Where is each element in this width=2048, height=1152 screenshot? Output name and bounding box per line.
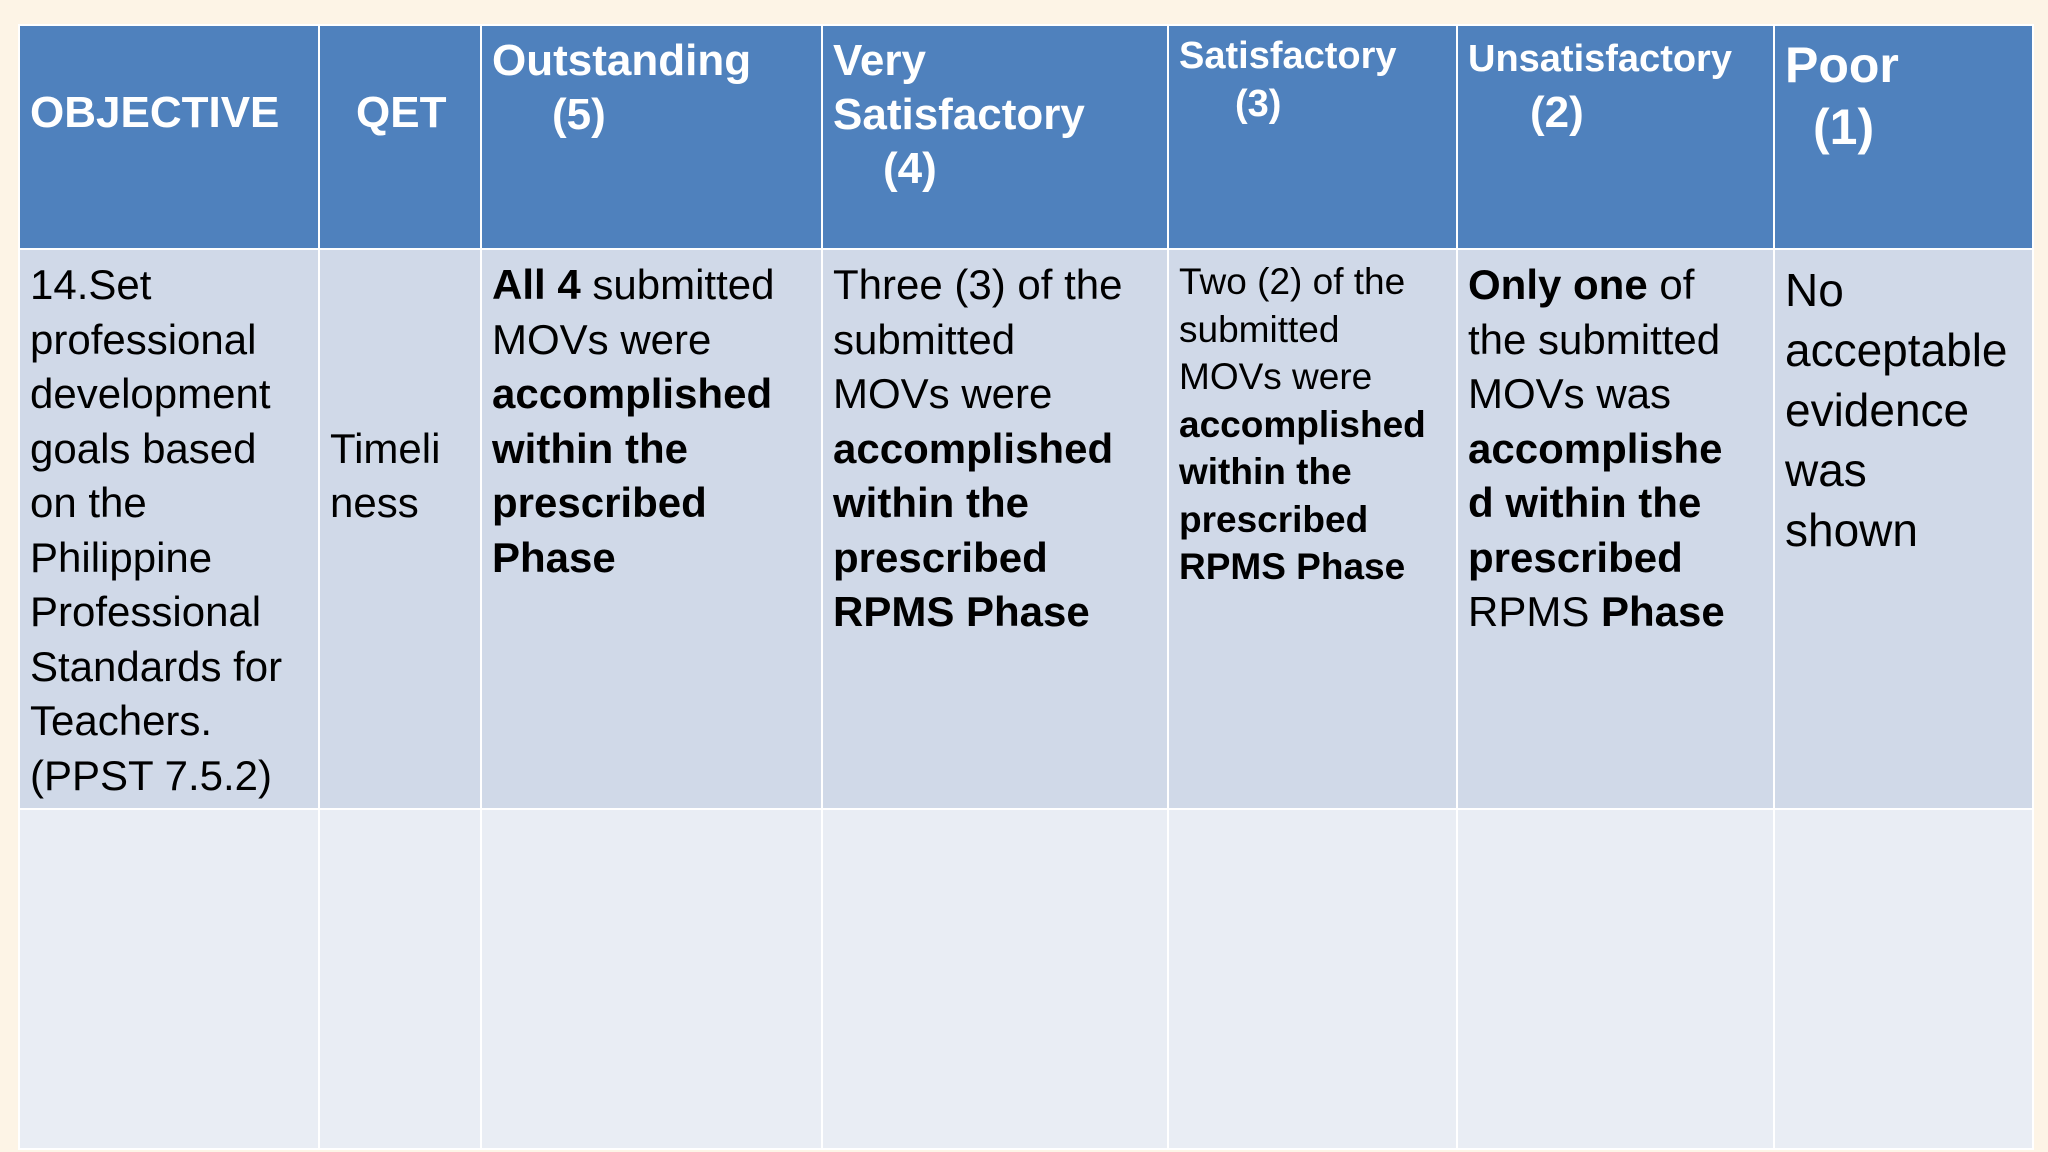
objective-text-line: goals based (30, 424, 257, 472)
outstanding-text: submitted (580, 261, 775, 308)
empty-cell (18, 808, 320, 1150)
header-unsatisfactory: Unsatisfactory (2) (1456, 24, 1775, 250)
very-satisfactory-bold-text: prescribed (833, 533, 1048, 581)
satisfactory-bold-text: prescribed (1179, 498, 1369, 540)
very-satisfactory-text: MOVs were (833, 370, 1053, 417)
cell-unsatisfactory: Only one of the submitted MOVs was accom… (1456, 248, 1775, 810)
objective-text-line: Professional (30, 588, 262, 635)
very-satisfactory-bold-text: RPMS Phase (833, 588, 1090, 635)
satisfactory-bold-text: accomplished (1179, 403, 1426, 445)
empty-cell (1773, 808, 2034, 1150)
header-very-satisfactory: Very Satisfactory (4) (821, 24, 1169, 250)
unsatisfactory-bold-text: d within the (1468, 479, 1702, 526)
unsatisfactory-text: of (1647, 261, 1695, 308)
header-objective: OBJECTIVE (18, 24, 320, 250)
header-unsatisfactory-label: Unsatisfactory (1468, 38, 1732, 80)
objective-text-line: Teachers. (30, 697, 213, 744)
satisfactory-bold-text: RPMS Phase (1179, 546, 1406, 587)
unsatisfactory-bold-text: prescribed (1468, 533, 1683, 581)
empty-cell (480, 808, 823, 1150)
header-very-satisfactory-score: (4) (883, 144, 937, 193)
poor-text-line: acceptable (1785, 324, 2008, 376)
objective-text-line: Philippine (30, 533, 213, 581)
poor-text-line: was (1785, 444, 1867, 496)
cell-outstanding: All 4 submitted MOVs were accomplished w… (480, 248, 823, 810)
empty-cell (821, 808, 1169, 1150)
very-satisfactory-text: Three (3) of the (833, 261, 1123, 308)
header-outstanding-score: (5) (552, 90, 606, 139)
unsatisfactory-bold-text: Phase (1601, 588, 1725, 635)
unsatisfactory-bold-text: Only one (1468, 261, 1648, 308)
empty-cell (318, 808, 482, 1150)
header-outstanding-label: Outstanding (492, 36, 752, 85)
header-poor-score: (1) (1813, 99, 1875, 155)
satisfactory-text: Two (2) of the (1179, 261, 1406, 302)
poor-text-line: shown (1785, 504, 1918, 556)
cell-qet: Timeli ness (318, 248, 482, 810)
header-qet-label: QET (356, 88, 447, 137)
outstanding-bold-text: Phase (492, 533, 616, 581)
empty-cell (1456, 808, 1775, 1150)
header-row: OBJECTIVE QET Outstanding (5) Very Satis… (18, 24, 2034, 250)
objective-text-line: professional (30, 315, 257, 363)
outstanding-text: MOVs were (492, 315, 712, 363)
header-very-satisfactory-label-2: Satisfactory (833, 90, 1085, 139)
header-qet: QET (318, 24, 482, 250)
outstanding-bold-text: within the (492, 424, 688, 472)
objective-row: 14.Set professional development goals ba… (18, 248, 2034, 810)
header-poor: Poor (1) (1773, 24, 2034, 250)
poor-text-line: evidence (1785, 384, 1970, 436)
outstanding-bold-text: All 4 (492, 261, 581, 308)
unsatisfactory-text: RPMS (1468, 588, 1602, 635)
header-objective-label: OBJECTIVE (30, 88, 280, 137)
outstanding-bold-text: prescribed (492, 479, 707, 526)
rubric-table: OBJECTIVE QET Outstanding (5) Very Satis… (18, 24, 2034, 1150)
cell-very-satisfactory: Three (3) of the submitted MOVs were acc… (821, 248, 1169, 810)
objective-text-line: (PPST 7.5.2) (30, 751, 272, 799)
objective-text-line: development (30, 370, 271, 417)
objective-text-line: 14.Set (30, 261, 152, 308)
header-very-satisfactory-label-1: Very (833, 36, 926, 85)
cell-satisfactory: Two (2) of the submitted MOVs were accom… (1167, 248, 1458, 810)
objective-text-line: Standards for (30, 642, 283, 690)
very-satisfactory-text: submitted (833, 315, 1016, 363)
cell-poor: No acceptable evidence was shown (1773, 248, 2034, 810)
empty-row (18, 808, 2034, 1150)
unsatisfactory-text: MOVs was (1468, 370, 1672, 417)
objective-text-line: on the (30, 479, 147, 526)
header-satisfactory-label: Satisfactory (1179, 35, 1397, 77)
outstanding-bold-text: accomplished (492, 370, 773, 417)
satisfactory-text: MOVs were (1179, 356, 1373, 397)
header-satisfactory: Satisfactory (3) (1167, 24, 1458, 250)
satisfactory-text: submitted (1179, 308, 1340, 350)
empty-cell (1167, 808, 1458, 1150)
header-satisfactory-score: (3) (1235, 83, 1282, 125)
qet-text-line: Timeli (330, 425, 441, 472)
unsatisfactory-text: the submitted (1468, 315, 1721, 363)
unsatisfactory-bold-text: accomplishe (1468, 424, 1723, 472)
cell-objective: 14.Set professional development goals ba… (18, 248, 320, 810)
very-satisfactory-bold-text: within the (833, 479, 1029, 526)
header-unsatisfactory-score: (2) (1530, 88, 1584, 137)
header-outstanding: Outstanding (5) (480, 24, 823, 250)
poor-text-line: No (1785, 264, 1844, 316)
satisfactory-bold-text: within the (1179, 451, 1352, 492)
qet-text-line: ness (330, 479, 419, 526)
header-poor-label: Poor (1785, 37, 1899, 93)
very-satisfactory-bold-text: accomplished (833, 424, 1114, 472)
